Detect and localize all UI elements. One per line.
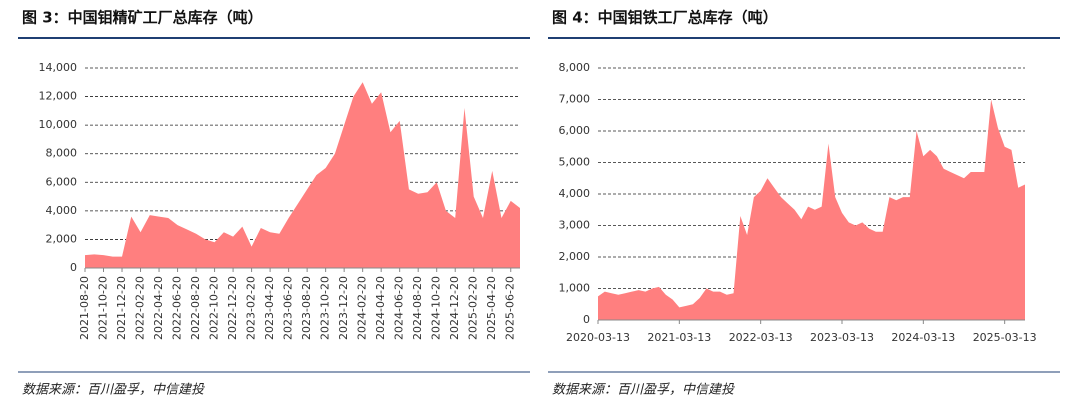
x-tick-label: 2023-10-20 [319, 276, 332, 340]
x-tick-label: 2024-10-20 [430, 276, 443, 340]
x-tick-label: 2023-06-20 [282, 276, 295, 340]
x-tick-label: 2023-02-20 [245, 276, 258, 340]
x-tick-label: 2021-03-13 [647, 331, 711, 344]
area [598, 99, 1025, 320]
x-tick-label: 2023-08-20 [300, 276, 313, 340]
x-tick-label: 2024-12-20 [448, 276, 461, 340]
x-tick-label: 2022-10-20 [208, 276, 221, 340]
y-tick-label: 7,000 [559, 93, 591, 106]
y-tick-label: 1,000 [559, 282, 591, 295]
x-tick-label: 2021-08-20 [78, 276, 91, 340]
y-tick-label: 4,000 [559, 187, 591, 200]
y-tick-label: 8,000 [559, 61, 591, 74]
x-tick-label: 2024-06-20 [393, 276, 406, 340]
x-tick-label: 2022-02-20 [134, 276, 147, 340]
y-tick-label: 6,000 [46, 175, 78, 188]
x-tick-label: 2022-04-20 [152, 276, 165, 340]
y-tick-label: 4,000 [46, 204, 78, 217]
y-tick-label: 0 [583, 313, 590, 326]
x-tick-label: 2022-12-20 [226, 276, 239, 340]
source: 数据来源：百川盈孚，中信建投 [22, 383, 205, 398]
chart-title: 图 3：中国钼精矿工厂总库存（吨） [22, 9, 263, 27]
x-tick-label: 2024-03-13 [891, 331, 955, 344]
x-tick-label: 2022-06-20 [171, 276, 184, 340]
x-tick-label: 2025-03-13 [973, 331, 1037, 344]
x-tick-label: 2025-02-20 [467, 276, 480, 340]
chart-title: 图 4：中国钼铁工厂总库存（吨） [552, 9, 778, 27]
x-tick-label: 2024-04-20 [374, 276, 387, 340]
x-tick-label: 2025-04-20 [485, 276, 498, 340]
y-tick-label: 2,000 [46, 232, 78, 245]
y-tick-label: 12,000 [39, 90, 78, 103]
area [85, 82, 520, 269]
x-tick-label: 2020-03-13 [566, 331, 630, 344]
y-tick-label: 14,000 [39, 61, 78, 74]
y-tick-label: 8,000 [46, 147, 78, 160]
source: 数据来源：百川盈孚，中信建投 [552, 383, 735, 398]
x-tick-label: 2023-12-20 [337, 276, 350, 340]
x-tick-label: 2022-03-13 [729, 331, 793, 344]
x-tick-label: 2024-08-20 [411, 276, 424, 340]
x-tick-label: 2023-03-13 [810, 331, 874, 344]
y-tick-label: 0 [70, 261, 77, 274]
y-tick-label: 6,000 [559, 124, 591, 137]
y-tick-label: 2,000 [559, 250, 591, 263]
y-tick-label: 10,000 [39, 118, 78, 131]
y-tick-label: 5,000 [559, 156, 591, 169]
x-tick-label: 2025-06-20 [504, 276, 517, 340]
x-tick-label: 2023-04-20 [263, 276, 276, 340]
x-tick-label: 2022-08-20 [189, 276, 202, 340]
x-tick-label: 2021-12-20 [115, 276, 128, 340]
x-tick-label: 2024-02-20 [356, 276, 369, 340]
y-tick-label: 3,000 [559, 219, 591, 232]
x-tick-label: 2021-10-20 [97, 276, 110, 340]
